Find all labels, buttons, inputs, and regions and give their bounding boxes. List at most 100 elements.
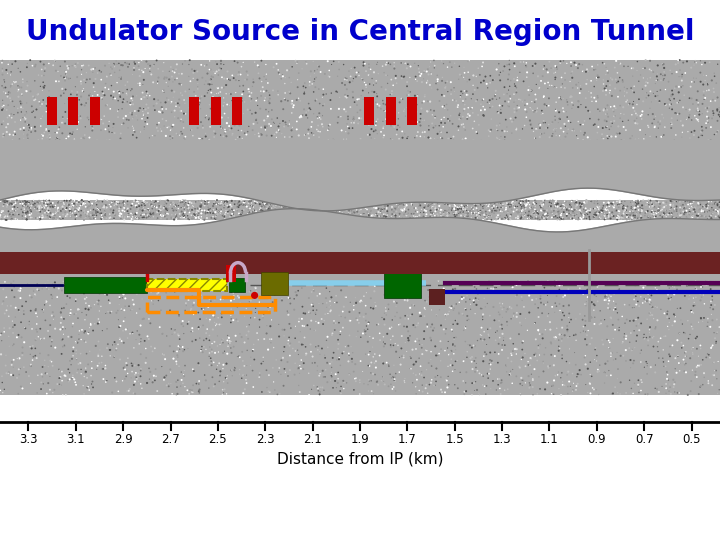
Point [158, 200, 170, 209]
Point [318, 197, 330, 206]
Point [8, 355, 19, 364]
Point [24, 362, 36, 370]
Point [576, 145, 588, 154]
Point [16, 83, 27, 92]
Point [286, 203, 297, 212]
Text: Distance from IP (km): Distance from IP (km) [276, 452, 444, 467]
Point [581, 340, 593, 349]
Point [208, 198, 220, 207]
Point [341, 293, 352, 301]
Point [248, 266, 259, 275]
Point [511, 163, 523, 171]
Point [168, 294, 180, 303]
Point [290, 260, 302, 269]
Point [15, 103, 27, 112]
Point [120, 196, 131, 205]
Point [533, 313, 544, 321]
Point [179, 134, 190, 143]
Point [255, 204, 266, 212]
Point [141, 198, 153, 207]
Point [199, 139, 211, 148]
Point [250, 255, 261, 264]
Point [281, 284, 292, 292]
Point [477, 336, 488, 345]
Point [411, 77, 423, 85]
Point [95, 280, 107, 289]
Point [254, 371, 266, 380]
Point [111, 197, 122, 206]
Point [712, 357, 720, 366]
Point [99, 290, 111, 299]
Point [530, 207, 541, 215]
Point [566, 98, 577, 107]
Point [626, 213, 637, 221]
Point [675, 83, 687, 91]
Point [398, 353, 410, 362]
Point [284, 333, 295, 342]
Point [471, 198, 482, 207]
Point [420, 210, 432, 219]
Point [282, 372, 294, 380]
Point [652, 342, 663, 351]
Point [19, 111, 31, 119]
Point [577, 213, 589, 221]
Point [238, 157, 249, 166]
Point [449, 211, 460, 220]
Point [128, 197, 140, 205]
Point [221, 266, 233, 275]
Point [494, 215, 505, 224]
Point [563, 117, 575, 125]
Point [13, 199, 24, 207]
Point [603, 211, 614, 220]
Point [477, 315, 488, 324]
Point [493, 349, 505, 358]
Point [56, 367, 68, 376]
Point [423, 266, 435, 275]
Point [114, 211, 125, 220]
Point [4, 197, 16, 206]
Point [75, 114, 86, 123]
Point [104, 272, 115, 280]
Point [660, 156, 671, 165]
Point [471, 386, 482, 394]
Point [228, 212, 240, 220]
Point [700, 207, 711, 215]
Point [524, 361, 536, 369]
Point [454, 152, 465, 161]
Point [178, 212, 189, 221]
Point [278, 347, 289, 356]
Point [310, 197, 321, 205]
Point [599, 104, 611, 113]
Point [580, 204, 591, 213]
Point [551, 165, 562, 174]
Point [231, 202, 243, 211]
Point [602, 69, 613, 77]
Point [271, 390, 283, 399]
Point [70, 158, 81, 167]
Point [572, 205, 583, 214]
Point [196, 212, 207, 221]
Point [672, 336, 683, 345]
Point [242, 160, 253, 169]
Point [261, 75, 272, 84]
Point [412, 92, 423, 100]
Point [161, 73, 172, 82]
Point [570, 202, 582, 211]
Point [712, 389, 720, 397]
Point [212, 143, 224, 151]
Point [603, 250, 614, 259]
Point [506, 379, 518, 388]
Point [192, 211, 204, 220]
Point [215, 124, 227, 132]
Point [135, 210, 147, 218]
Point [711, 200, 720, 208]
Point [642, 122, 654, 130]
Point [336, 152, 348, 160]
Point [54, 213, 66, 221]
Point [353, 210, 364, 219]
Point [112, 199, 123, 208]
Point [12, 109, 24, 117]
Point [31, 325, 42, 334]
Point [148, 78, 159, 86]
Point [268, 211, 279, 219]
